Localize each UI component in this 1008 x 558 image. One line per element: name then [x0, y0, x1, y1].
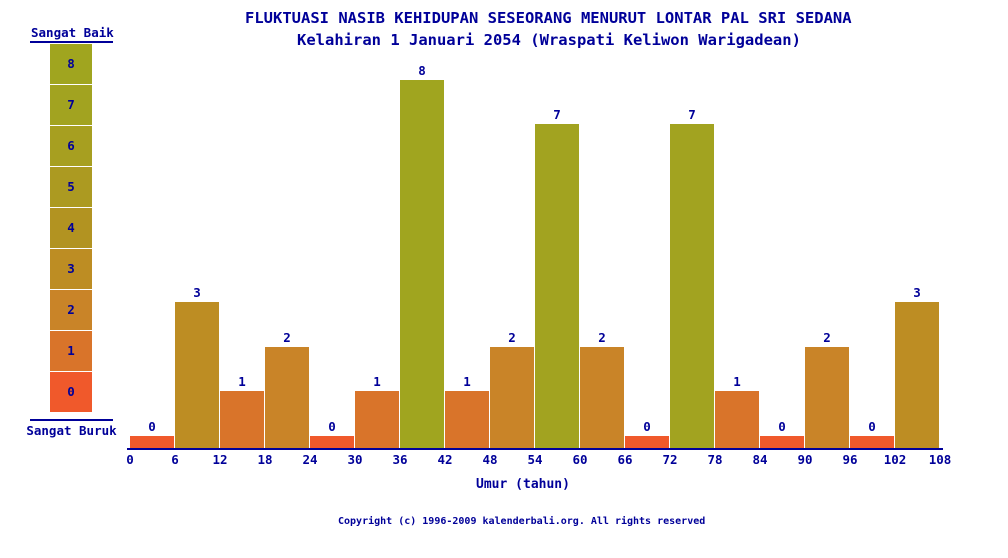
bar [670, 124, 714, 448]
legend-cell-label: 7 [67, 97, 75, 112]
bar-value-label: 1 [463, 374, 471, 389]
bar-value-label: 8 [418, 63, 426, 78]
x-axis-line [127, 448, 943, 450]
legend-bottom-rule [30, 419, 113, 421]
legend-cell-label: 0 [67, 384, 75, 399]
bar-value-label: 3 [193, 285, 201, 300]
bar [400, 80, 444, 448]
x-tick-label: 78 [707, 452, 723, 467]
bar [490, 347, 534, 448]
bar [175, 302, 219, 448]
bar-value-label: 3 [913, 285, 921, 300]
bar-value-label: 2 [508, 330, 516, 345]
bar [850, 436, 894, 448]
bar-value-label: 7 [688, 107, 696, 122]
bar-value-label: 0 [148, 419, 156, 434]
bar-value-label: 1 [373, 374, 381, 389]
chart-title: FLUKTUASI NASIB KEHIDUPAN SESEORANG MENU… [245, 9, 852, 27]
bar [265, 347, 309, 448]
x-tick-label: 90 [797, 452, 813, 467]
x-tick-label: 66 [617, 452, 633, 467]
x-tick-label: 108 [928, 452, 952, 467]
legend-cell: 8 [50, 44, 92, 84]
legend-cell: 6 [50, 126, 92, 166]
legend-cell: 2 [50, 290, 92, 330]
bar-value-label: 7 [553, 107, 561, 122]
legend-cell-label: 5 [67, 179, 75, 194]
x-tick-label: 36 [392, 452, 408, 467]
chart-subtitle: Kelahiran 1 Januari 2054 (Wraspati Keliw… [297, 31, 801, 49]
x-tick-label: 0 [126, 452, 134, 467]
legend-cell-label: 3 [67, 261, 75, 276]
bar [760, 436, 804, 448]
legend-top-rule [30, 41, 113, 43]
x-tick-label: 24 [302, 452, 318, 467]
bar [355, 391, 399, 448]
legend-cell: 5 [50, 167, 92, 207]
legend-cell: 1 [50, 331, 92, 371]
legend-cell-label: 2 [67, 302, 75, 317]
legend-cell-label: 8 [67, 56, 75, 71]
x-tick-label: 18 [257, 452, 273, 467]
x-tick-label: 96 [842, 452, 858, 467]
x-tick-label: 60 [572, 452, 588, 467]
x-tick-label: 12 [212, 452, 228, 467]
x-tick-label: 6 [171, 452, 179, 467]
bar-value-label: 2 [283, 330, 291, 345]
legend-top-label: Sangat Baik [31, 25, 114, 40]
bar [310, 436, 354, 448]
bar-value-label: 0 [868, 419, 876, 434]
bar [580, 347, 624, 448]
bar-value-label: 2 [598, 330, 606, 345]
bar [445, 391, 489, 448]
bar [625, 436, 669, 448]
bar-value-label: 0 [778, 419, 786, 434]
x-tick-label: 30 [347, 452, 363, 467]
bar-value-label: 2 [823, 330, 831, 345]
legend-cell: 4 [50, 208, 92, 248]
bar-value-label: 0 [643, 419, 651, 434]
x-tick-label: 102 [883, 452, 907, 467]
x-tick-label: 42 [437, 452, 453, 467]
bar [805, 347, 849, 448]
legend-cell: 3 [50, 249, 92, 289]
bar [220, 391, 264, 448]
x-tick-label: 48 [482, 452, 498, 467]
bar [130, 436, 174, 448]
copyright-notice: Copyright (c) 1996-2009 kalenderbali.org… [338, 516, 706, 527]
legend-cell-label: 1 [67, 343, 75, 358]
legend-bottom-label: Sangat Buruk [26, 423, 117, 438]
x-axis-title: Umur (tahun) [476, 477, 570, 492]
bar-value-label: 1 [733, 374, 741, 389]
bar-value-label: 0 [328, 419, 336, 434]
legend-cell: 7 [50, 85, 92, 125]
legend-cell-label: 6 [67, 138, 75, 153]
x-tick-label: 72 [662, 452, 678, 467]
bar [715, 391, 759, 448]
bar-value-label: 1 [238, 374, 246, 389]
x-tick-label: 84 [752, 452, 768, 467]
legend-cell: 0 [50, 372, 92, 412]
bar [535, 124, 579, 448]
bar [895, 302, 939, 448]
x-tick-label: 54 [527, 452, 543, 467]
legend-cell-label: 4 [67, 220, 75, 235]
